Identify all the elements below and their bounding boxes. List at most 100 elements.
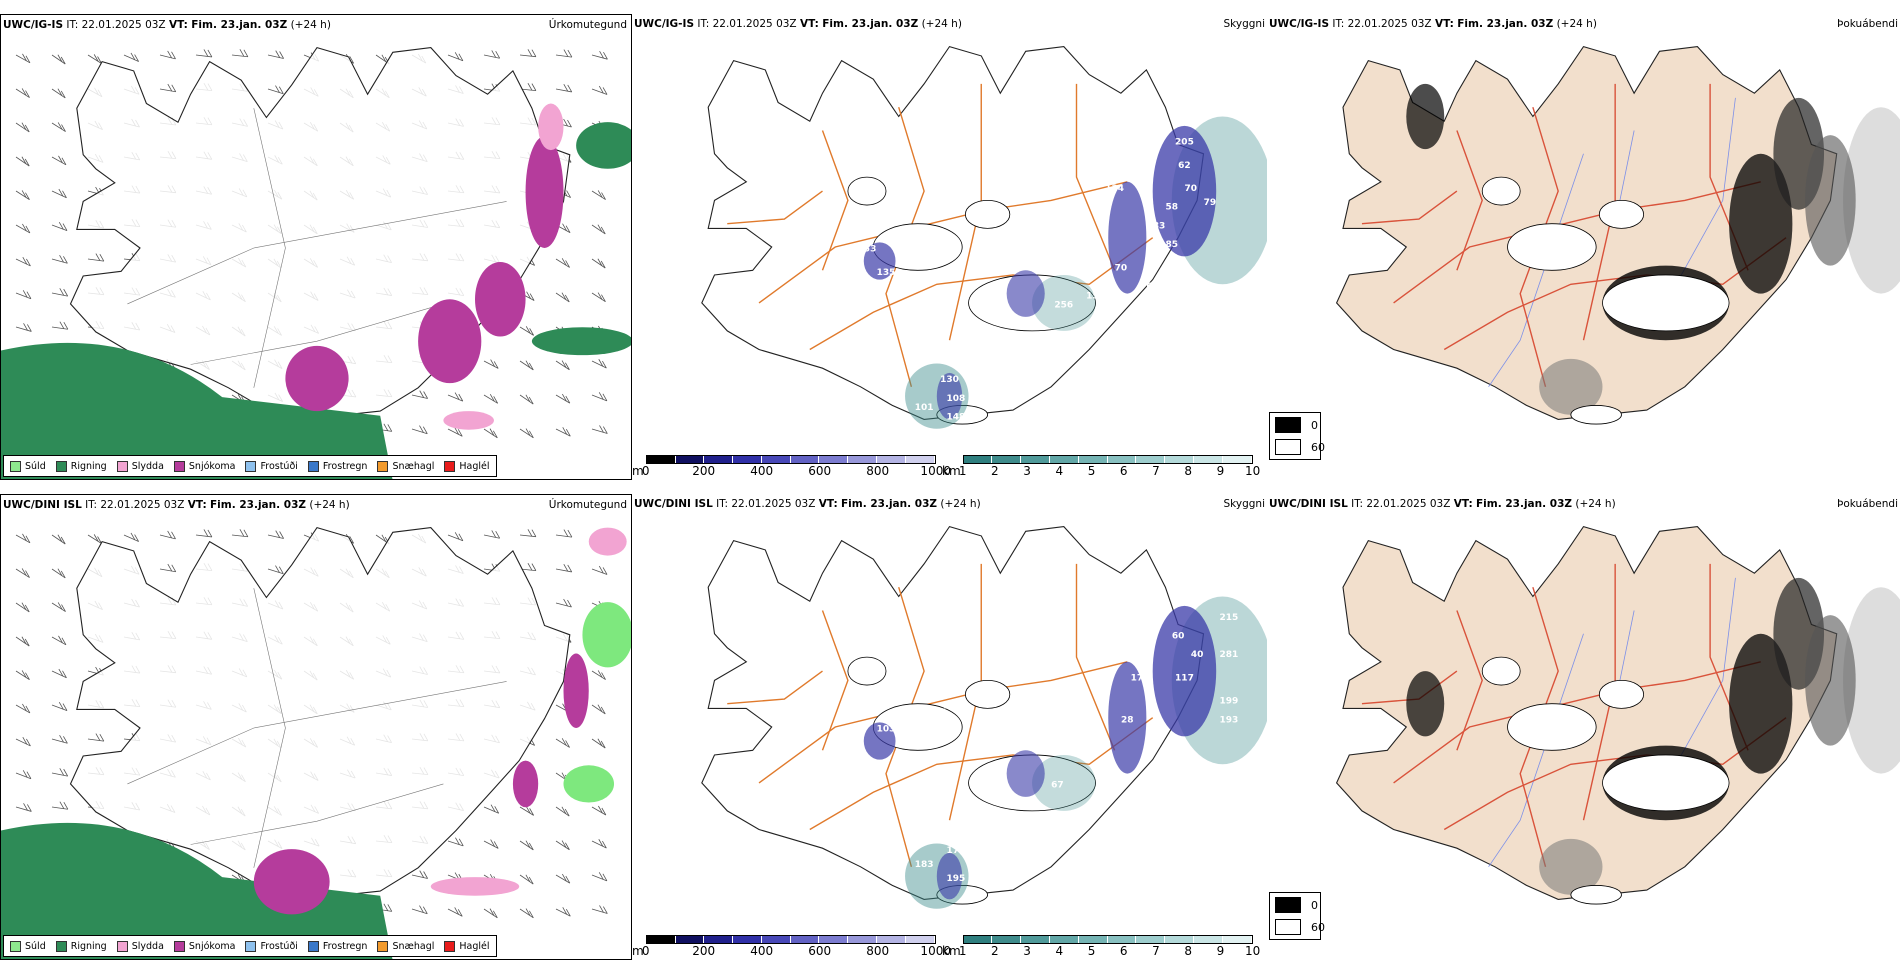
colorbar-tick: 9 xyxy=(1216,464,1225,478)
colorbar-tick: 5 xyxy=(1087,944,1096,958)
legend-label: Slydda xyxy=(131,940,164,952)
it-label: IT: xyxy=(1351,498,1364,510)
it-value: 22.01.2025 03Z xyxy=(712,18,797,30)
vt-value: Fim. 23.jan. 03Z xyxy=(191,19,288,31)
cloud-base-value: 130 xyxy=(940,375,959,385)
colorbar-tick: 9 xyxy=(1216,944,1225,958)
legend-item: Frostúði xyxy=(245,460,298,472)
glacier-outlines xyxy=(1481,656,1730,905)
fog-offshore xyxy=(1843,587,1900,774)
colorbar-tick: 4 xyxy=(1055,944,1064,958)
lead-time: (+24 h) xyxy=(940,498,981,510)
vt-value: Fim. 23.jan. 03Z xyxy=(822,18,919,30)
cloud-base-panel[interactable]: UWC/DINI ISL IT: 22.01.2025 03Z VT: Fim.… xyxy=(632,494,1267,960)
legend-label: Haglél xyxy=(459,460,490,472)
colorbar-cell xyxy=(1078,456,1108,463)
lead-time: (+24 h) xyxy=(290,19,331,31)
legend-label: Snjókoma xyxy=(188,940,236,952)
colorbar-cell xyxy=(819,936,849,943)
panel-header: UWC/DINI ISL IT: 22.01.2025 03Z VT: Fim.… xyxy=(3,499,350,511)
legend-item: Snjókoma xyxy=(173,460,235,472)
snow-area xyxy=(285,345,349,412)
it-label: IT: xyxy=(66,19,79,31)
colorbar-cell xyxy=(877,456,906,463)
visibility-colorbar: km 1 2 3 4 5 6 7 8 9 10 xyxy=(942,455,1260,478)
model-name: UWC/IG-IS xyxy=(3,19,64,31)
vt-label: VT: xyxy=(799,18,819,30)
lead-time: (+24 h) xyxy=(921,18,962,30)
fog-legend: 0 60 xyxy=(1269,892,1325,940)
panel-header: UWC/IG-IS IT: 22.01.2025 03Z VT: Fim. 23… xyxy=(3,19,331,31)
panel-header: UWC/DINI ISL IT: 22.01.2025 03Z VT: Fim.… xyxy=(1269,498,1616,510)
fog-area xyxy=(1406,83,1445,150)
model-name: UWC/DINI ISL xyxy=(1269,498,1348,510)
fog-legend-swatch xyxy=(1275,439,1301,455)
glacier-outlines xyxy=(1481,176,1730,425)
colorbar-cell xyxy=(646,936,676,943)
colorbar-tick: 0 xyxy=(641,944,650,958)
rain-area xyxy=(576,122,631,169)
colorbar-tick: 600 xyxy=(808,464,832,478)
fog-index-map xyxy=(1335,45,1900,425)
colorbar-cell xyxy=(1165,456,1195,463)
it-label: IT: xyxy=(85,499,98,511)
sleet-area xyxy=(538,103,564,151)
fog-index-panel[interactable]: UWC/DINI ISL IT: 22.01.2025 03Z VT: Fim.… xyxy=(1267,494,1900,960)
colorbar-tick: 800 xyxy=(866,944,890,958)
colorbar-cell xyxy=(675,456,705,463)
colorbar-tick: 0 xyxy=(641,464,650,478)
cloud-base-panel[interactable]: UWC/IG-IS IT: 22.01.2025 03Z VT: Fim. 23… xyxy=(632,14,1267,480)
colorbar-cells xyxy=(962,935,1253,944)
vt-value: Fim. 23.jan. 03Z xyxy=(1476,498,1572,510)
it-label: IT: xyxy=(716,498,729,510)
snow-area xyxy=(512,760,539,808)
colorbar-cell xyxy=(1050,936,1079,943)
colorbar-cell xyxy=(790,456,820,463)
colorbar-cells xyxy=(962,455,1253,464)
cloud-base-value: 153 xyxy=(858,245,877,255)
rain-area xyxy=(1,822,393,959)
cloud-base-value: 95 xyxy=(899,711,912,721)
legend-item: Rigning xyxy=(55,460,107,472)
snow-area xyxy=(563,653,589,728)
colorbar-cell xyxy=(963,456,993,463)
low-cloud-area xyxy=(1152,605,1217,737)
precip-type-panel[interactable]: UWC/IG-IS IT: 22.01.2025 03Z VT: Fim. 23… xyxy=(0,14,632,480)
precip-legend: Súld Rigning Slydda Snjókoma Frostúði Frostre… xyxy=(3,935,497,957)
colorbar-cell xyxy=(1194,936,1223,943)
fog-index-panel[interactable]: UWC/IG-IS IT: 22.01.2025 03Z VT: Fim. 23… xyxy=(1267,14,1900,480)
colorbar-tick: 400 xyxy=(750,464,774,478)
fog-legend: 0 60 xyxy=(1269,412,1325,460)
colorbar-cell xyxy=(1107,936,1137,943)
cloud-base-value: 34 xyxy=(1165,263,1178,273)
colorbar-cell xyxy=(1021,936,1051,943)
visibility-colorbar: km 1 2 3 4 5 6 7 8 9 10 xyxy=(942,935,1260,958)
fog-legend-item: 60 xyxy=(1275,919,1325,935)
cloud-base-value: 183 xyxy=(915,860,934,870)
colorbar-cell xyxy=(848,936,878,943)
it-value: 22.01.2025 03Z xyxy=(1366,498,1451,510)
vt-value: Fim. 23.jan. 03Z xyxy=(1457,18,1554,30)
colorbar-cell xyxy=(1021,456,1051,463)
legend-swatch xyxy=(173,460,185,472)
colorbar-tick: 6 xyxy=(1119,944,1128,958)
fog-area xyxy=(1406,671,1445,737)
legend-label: Haglél xyxy=(459,940,490,952)
cloud-base-value: 67 xyxy=(1051,781,1064,791)
cloud-base-value: 150 xyxy=(1086,291,1105,301)
precip-type-panel[interactable]: UWC/DINI ISL IT: 22.01.2025 03Z VT: Fim.… xyxy=(0,494,632,960)
cloud-base-value: 116 xyxy=(1023,711,1042,721)
colorbar-cell xyxy=(1165,936,1195,943)
coastline xyxy=(69,526,571,901)
cloud-title: Skyggni xyxy=(1223,18,1266,30)
fog-legend-swatch xyxy=(1275,919,1301,935)
snow-area xyxy=(253,849,330,915)
fog-legend-value: 0 xyxy=(1311,898,1318,912)
colorbar-tick: 2 xyxy=(991,944,999,958)
legend-item: Frostregn xyxy=(307,460,368,472)
legend-label: Frostregn xyxy=(322,460,368,472)
colorbar-tick: 800 xyxy=(866,464,890,478)
cloud-base-value: 351 xyxy=(1220,585,1239,595)
colorbar-cell xyxy=(819,456,849,463)
